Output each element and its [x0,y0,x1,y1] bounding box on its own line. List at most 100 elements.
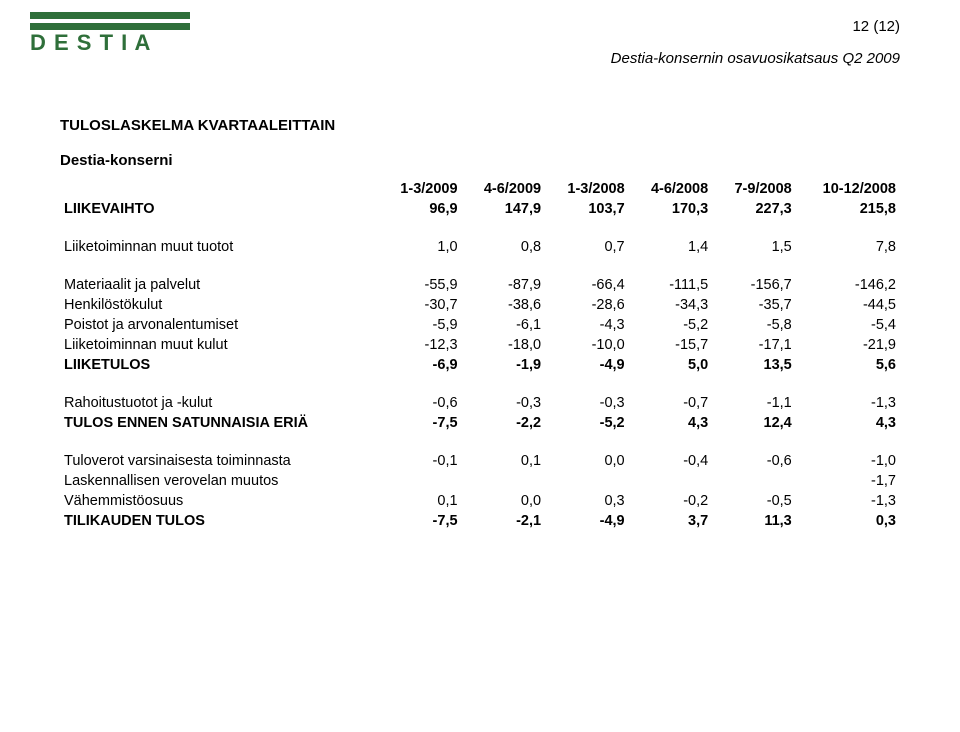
spacer-row [60,375,900,393]
row-label: Vähemmistöosuus [60,491,378,511]
value-cell: -111,5 [629,275,713,295]
col-header: 7-9/2008 [712,179,796,199]
row-label: TILIKAUDEN TULOS [60,511,378,531]
value-cell: -4,3 [545,315,629,335]
col-label [60,179,378,199]
table-row: Rahoitustuotot ja -kulut-0,6-0,3-0,3-0,7… [60,393,900,413]
value-cell: 3,7 [629,511,713,531]
table-row: Poistot ja arvonalentumiset-5,9-6,1-4,3-… [60,315,900,335]
value-cell: 0,7 [545,237,629,257]
value-cell: -4,9 [545,511,629,531]
row-label: Poistot ja arvonalentumiset [60,315,378,335]
value-cell: -1,7 [796,471,900,491]
spacer-cell [60,257,900,275]
value-cell: -5,2 [629,315,713,335]
value-cell: 0,1 [462,451,546,471]
value-cell: 215,8 [796,199,900,219]
table-row: Liiketoiminnan muut kulut-12,3-18,0-10,0… [60,335,900,355]
value-cell: -0,1 [378,451,462,471]
spacer-cell [60,219,900,237]
value-cell: -66,4 [545,275,629,295]
value-cell: 96,9 [378,199,462,219]
value-cell: -34,3 [629,295,713,315]
col-header: 10-12/2008 [796,179,900,199]
value-cell: 7,8 [796,237,900,257]
value-cell: -2,2 [462,413,546,433]
document-page: D E S T I A 12 (12) Destia-konsernin osa… [0,0,960,732]
col-header: 4-6/2009 [462,179,546,199]
value-cell: -146,2 [796,275,900,295]
value-cell: -17,1 [712,335,796,355]
table-row: Liiketoiminnan muut tuotot1,00,80,71,41,… [60,237,900,257]
value-cell: -156,7 [712,275,796,295]
value-cell [629,471,713,491]
table-header-row: 1-3/2009 4-6/2009 1-3/2008 4-6/2008 7-9/… [60,179,900,199]
value-cell [545,471,629,491]
value-cell [378,471,462,491]
value-cell: 0,0 [545,451,629,471]
value-cell: 4,3 [796,413,900,433]
value-cell: -1,1 [712,393,796,413]
table-row: LIIKETULOS-6,9-1,9-4,95,013,55,6 [60,355,900,375]
value-cell: 0,1 [378,491,462,511]
row-label: Henkilöstökulut [60,295,378,315]
value-cell: 147,9 [462,199,546,219]
value-cell: 1,4 [629,237,713,257]
table-row: Vähemmistöosuus0,10,00,3-0,2-0,5-1,3 [60,491,900,511]
value-cell: -0,6 [712,451,796,471]
entity-name: Destia-konserni [60,152,900,169]
value-cell: -30,7 [378,295,462,315]
value-cell: -5,2 [545,413,629,433]
value-cell: -1,3 [796,393,900,413]
value-cell: -5,4 [796,315,900,335]
value-cell: -1,3 [796,491,900,511]
value-cell: -7,5 [378,413,462,433]
table-row: TULOS ENNEN SATUNNAISIA ERIÄ-7,5-2,2-5,2… [60,413,900,433]
table-row: Materiaalit ja palvelut-55,9-87,9-66,4-1… [60,275,900,295]
destia-logo: D E S T I A [30,12,190,57]
table-row: Henkilöstökulut-30,7-38,6-28,6-34,3-35,7… [60,295,900,315]
value-cell: -0,6 [378,393,462,413]
value-cell: -21,9 [796,335,900,355]
row-label: Liiketoiminnan muut kulut [60,335,378,355]
income-statement-table: 1-3/2009 4-6/2009 1-3/2008 4-6/2008 7-9/… [60,179,900,531]
value-cell: -6,1 [462,315,546,335]
spacer-cell [60,433,900,451]
value-cell: -44,5 [796,295,900,315]
logo-text: D E S T I A [30,30,151,52]
value-cell: 5,6 [796,355,900,375]
value-cell: -28,6 [545,295,629,315]
value-cell: -18,0 [462,335,546,355]
value-cell: -12,3 [378,335,462,355]
page-number: 12 (12) [852,18,900,35]
row-label: LIIKETULOS [60,355,378,375]
value-cell: 0,3 [545,491,629,511]
value-cell: -1,9 [462,355,546,375]
value-cell: 4,3 [629,413,713,433]
value-cell: -4,9 [545,355,629,375]
table-row: Tuloverot varsinaisesta toiminnasta-0,10… [60,451,900,471]
value-cell: -0,2 [629,491,713,511]
value-cell: 0,8 [462,237,546,257]
value-cell: 0,3 [796,511,900,531]
value-cell: -87,9 [462,275,546,295]
value-cell: -5,9 [378,315,462,335]
table-row: LIIKEVAIHTO96,9147,9103,7170,3227,3215,8 [60,199,900,219]
row-label: Rahoitustuotot ja -kulut [60,393,378,413]
value-cell: 13,5 [712,355,796,375]
value-cell: -0,3 [462,393,546,413]
value-cell: 12,4 [712,413,796,433]
col-header: 1-3/2008 [545,179,629,199]
section-heading: TULOSLASKELMA KVARTAALEITTAIN [60,117,900,134]
value-cell: -15,7 [629,335,713,355]
value-cell: -10,0 [545,335,629,355]
value-cell [712,471,796,491]
value-cell [462,471,546,491]
value-cell: -1,0 [796,451,900,471]
value-cell: 11,3 [712,511,796,531]
value-cell: -6,9 [378,355,462,375]
row-label: Laskennallisen verovelan muutos [60,471,378,491]
value-cell: -38,6 [462,295,546,315]
value-cell: 0,0 [462,491,546,511]
value-cell: -2,1 [462,511,546,531]
